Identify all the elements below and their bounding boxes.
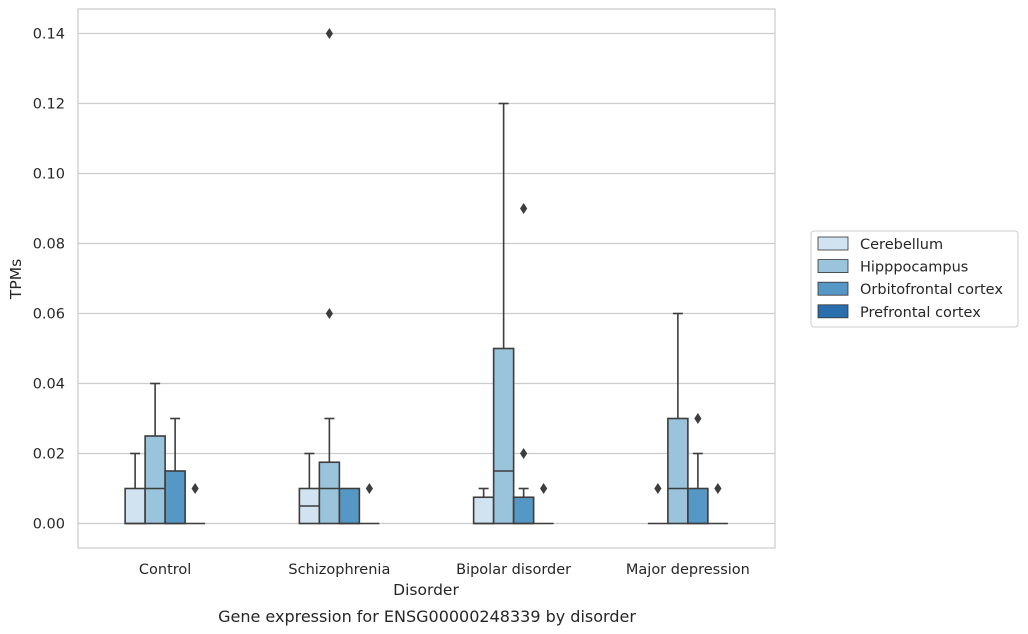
legend-label: Cerebellum	[860, 237, 943, 253]
legend-swatch	[817, 236, 849, 251]
box	[667, 312, 689, 525]
box	[298, 452, 321, 525]
boxplots	[124, 28, 728, 525]
box	[359, 483, 380, 525]
box	[124, 452, 146, 525]
plot-frame	[77, 8, 776, 549]
outlier-point	[714, 483, 722, 494]
box-body	[144, 435, 166, 525]
box-body	[472, 496, 495, 525]
y-tick-label: 0.00	[33, 517, 65, 533]
legend-label: Hipppocampus	[860, 260, 968, 276]
y-tick-label: 0.02	[33, 447, 65, 463]
box-body	[318, 461, 341, 525]
x-ticks: Control Schizophrenia Bipolar disorder Majo…	[139, 562, 750, 578]
box	[338, 487, 361, 525]
legend-swatch	[817, 304, 849, 319]
box	[533, 483, 554, 525]
box-body	[512, 496, 535, 525]
y-tick-label: 0.14	[33, 27, 65, 43]
box	[144, 382, 166, 525]
box	[512, 203, 535, 525]
legend-label: Orbitofrontal cortex	[860, 282, 1003, 298]
x-tick-label: Control	[139, 562, 191, 578]
box	[164, 417, 186, 525]
legend-frame	[810, 230, 1019, 328]
outlier-point	[520, 448, 528, 459]
box	[492, 102, 515, 525]
outlier-point	[654, 483, 662, 494]
legend-swatch	[817, 281, 849, 296]
box-body	[492, 347, 515, 525]
outlier-point	[694, 413, 702, 424]
outlier-group	[654, 483, 662, 494]
y-tick-label: 0.12	[33, 97, 65, 113]
outlier-point	[191, 483, 199, 494]
box	[687, 413, 709, 525]
box-body	[687, 487, 709, 525]
box	[707, 483, 728, 525]
x-tick-label: Major depression	[626, 562, 750, 578]
legend: Cerebellum Hipppocampus Orbitofrontal cort…	[810, 230, 1019, 328]
outlier-point	[325, 308, 333, 319]
box-body	[124, 487, 146, 525]
y-axis-label: TPMs	[7, 259, 25, 300]
box-body	[667, 417, 689, 525]
box-body	[164, 470, 186, 525]
box	[185, 483, 206, 525]
box	[318, 28, 341, 525]
x-tick-label: Bipolar disorder	[456, 562, 571, 578]
y-ticks: 0.00 0.02 0.04 0.06 0.08 0.10 0.12 0.14	[33, 27, 65, 533]
outlier-point	[540, 483, 548, 494]
box-body	[338, 487, 361, 525]
outlier-point	[520, 203, 528, 214]
outlier-point	[325, 28, 333, 39]
legend-swatch	[817, 259, 849, 274]
legend-label: Prefrontal cortex	[860, 305, 981, 321]
y-tick-label: 0.10	[33, 167, 65, 183]
y-tick-label: 0.06	[33, 307, 65, 323]
x-tick-label: Schizophrenia	[288, 562, 390, 578]
box	[472, 487, 495, 525]
y-tick-label: 0.04	[33, 377, 65, 393]
grid	[78, 32, 775, 525]
y-tick-label: 0.08	[33, 237, 65, 253]
chart-caption: Gene expression for ENSG00000248339 by d…	[218, 607, 636, 626]
outlier-point	[365, 483, 373, 494]
x-axis-label: Disorder	[393, 581, 459, 599]
